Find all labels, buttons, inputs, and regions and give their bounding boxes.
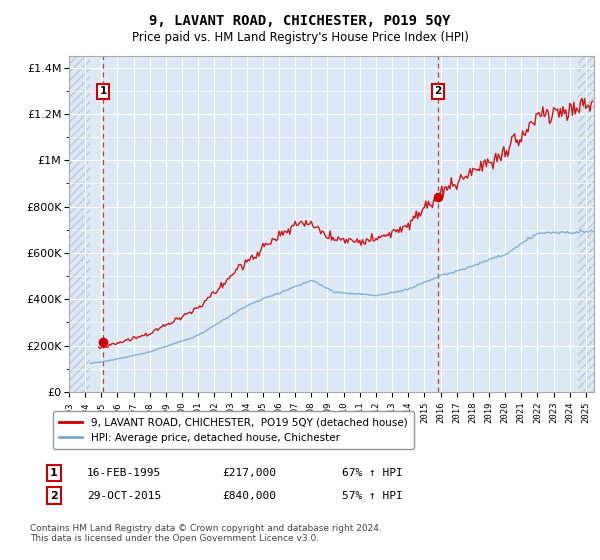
Text: £217,000: £217,000 <box>222 468 276 478</box>
Text: 57% ↑ HPI: 57% ↑ HPI <box>342 491 403 501</box>
Text: Price paid vs. HM Land Registry's House Price Index (HPI): Price paid vs. HM Land Registry's House … <box>131 31 469 44</box>
Text: 1: 1 <box>100 86 107 96</box>
Bar <box>578 56 594 392</box>
Text: Contains HM Land Registry data © Crown copyright and database right 2024.
This d: Contains HM Land Registry data © Crown c… <box>30 524 382 543</box>
Text: 67% ↑ HPI: 67% ↑ HPI <box>342 468 403 478</box>
Text: 16-FEB-1995: 16-FEB-1995 <box>87 468 161 478</box>
Text: 2: 2 <box>434 86 442 96</box>
Text: £840,000: £840,000 <box>222 491 276 501</box>
Legend: 9, LAVANT ROAD, CHICHESTER,  PO19 5QY (detached house), HPI: Average price, deta: 9, LAVANT ROAD, CHICHESTER, PO19 5QY (de… <box>53 411 414 449</box>
Text: 29-OCT-2015: 29-OCT-2015 <box>87 491 161 501</box>
Text: 2: 2 <box>50 491 58 501</box>
Text: 1: 1 <box>50 468 58 478</box>
Text: 9, LAVANT ROAD, CHICHESTER, PO19 5QY: 9, LAVANT ROAD, CHICHESTER, PO19 5QY <box>149 14 451 28</box>
Bar <box>69 56 90 392</box>
